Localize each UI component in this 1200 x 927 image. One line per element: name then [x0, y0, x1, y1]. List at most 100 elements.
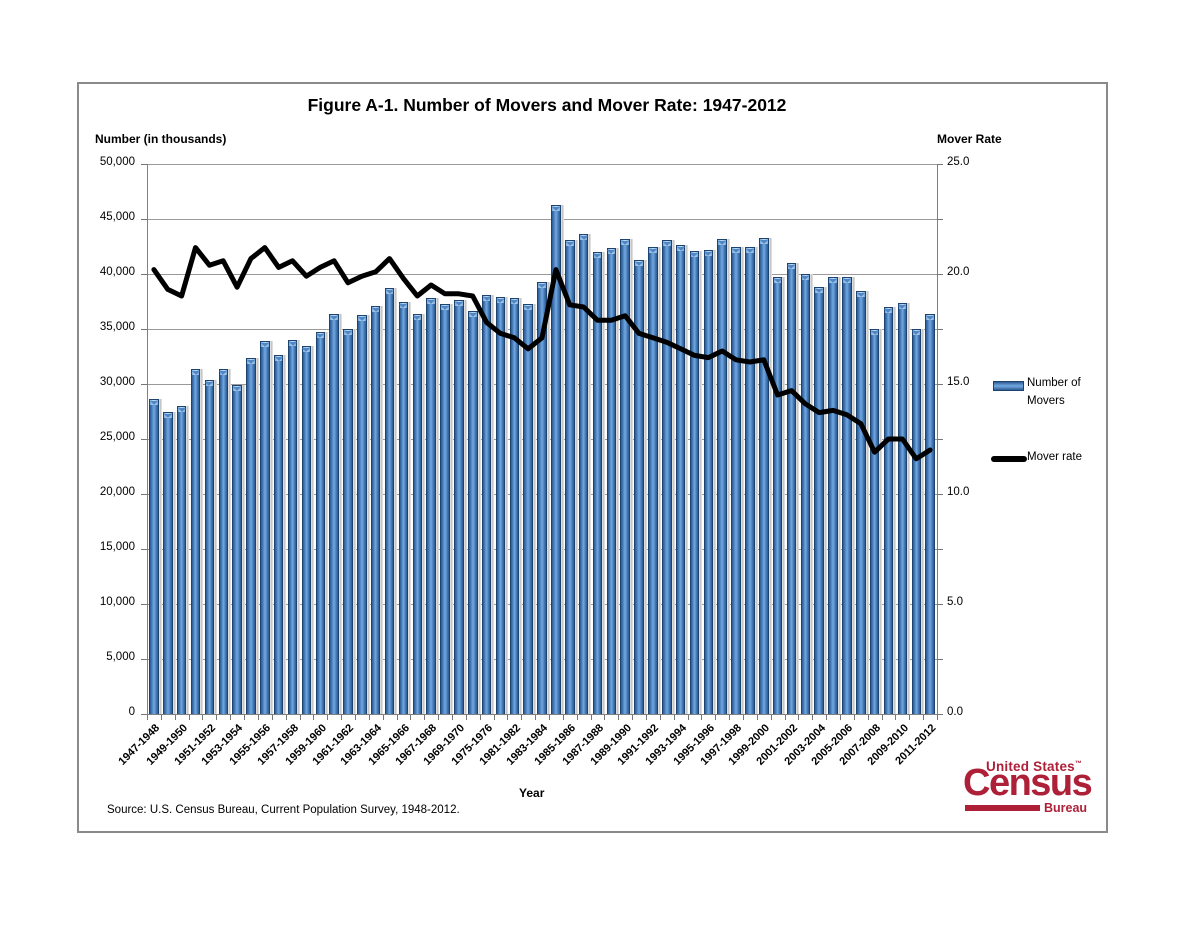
logo-underline — [965, 805, 1040, 811]
bar-top-bevel — [662, 240, 671, 246]
bar-top-bevel — [538, 282, 546, 288]
x-axis-tick — [687, 715, 689, 720]
x-axis-tick — [784, 715, 786, 720]
bar-1965-1966 — [398, 301, 412, 714]
y-axis-tick — [141, 659, 147, 660]
y-axis-tick — [141, 549, 147, 550]
bar-top-bevel — [593, 253, 602, 258]
bar-gap-shade — [255, 357, 259, 714]
bar-top-bevel — [926, 314, 934, 320]
x-axis-tick — [382, 715, 384, 720]
x-axis-tick — [202, 715, 204, 720]
y-axis-tick-label: 10,000 — [99, 596, 135, 608]
bar-top-bevel — [676, 246, 685, 252]
trademark-icon: ™ — [1074, 760, 1083, 768]
y-axis-tick-label: 20,000 — [99, 486, 135, 498]
bar-1981-1982 — [509, 298, 522, 714]
bar-2008-2009 — [883, 307, 897, 714]
x-axis-tick — [673, 715, 675, 720]
bar-1975-1976 — [481, 294, 495, 714]
bar-gap-shade — [671, 239, 675, 714]
bar-top-bevel — [635, 260, 643, 266]
bar-gap-shade — [505, 297, 509, 714]
x-axis-tick — [368, 715, 370, 720]
y-axis-tick-label: 35,000 — [99, 321, 135, 333]
x-axis-tick — [535, 715, 537, 720]
bar-top-bevel — [288, 341, 297, 346]
mover-rate-line — [151, 245, 933, 462]
x-axis-tick — [396, 715, 398, 720]
right-axis-tick — [937, 329, 943, 330]
bar-gap-shade — [214, 379, 218, 714]
bar-1969-1970 — [454, 300, 467, 714]
bar-top-bevel — [454, 301, 463, 307]
bar-top-bevel — [482, 295, 491, 301]
y-axis-tick-label: 45,000 — [99, 211, 135, 223]
bar-top-bevel — [551, 205, 560, 211]
right-axis-tick — [937, 494, 943, 495]
y-axis-tick-label: 5,000 — [106, 651, 135, 663]
x-axis-tick — [521, 715, 523, 720]
bar-top-bevel — [842, 278, 851, 284]
x-axis-tick — [853, 715, 855, 720]
y-axis-tick — [141, 439, 147, 440]
bar-1949-1950 — [176, 406, 190, 714]
bar-top-bevel — [413, 314, 421, 320]
bar-top-bevel — [732, 247, 740, 253]
y-axis-tick-label: 30,000 — [99, 376, 135, 388]
right-axis-tick-label: 15.0 — [947, 376, 970, 388]
x-axis-tick — [174, 715, 176, 720]
bar-1950-1951 — [190, 368, 204, 714]
y-axis-tick — [141, 164, 147, 165]
bar-gap-shade — [810, 274, 814, 714]
x-axis-tick — [160, 715, 162, 720]
x-axis-tick — [257, 715, 259, 720]
legend-bars-label-2: Movers — [1027, 395, 1065, 407]
bar-gap-shade — [172, 411, 176, 714]
bar-gap-shade — [338, 313, 342, 714]
legend-bar-swatch-icon — [993, 381, 1024, 391]
bar-gap-shade — [837, 277, 841, 714]
bar-1964-1965 — [384, 288, 398, 714]
x-axis-tick — [507, 715, 509, 720]
y-axis-tick-label: 15,000 — [99, 541, 135, 553]
x-axis-tick — [618, 715, 620, 720]
bar-gap-shade — [588, 234, 592, 714]
bar-gap-shade — [491, 294, 495, 714]
bar-2009-2010 — [897, 302, 911, 714]
bar-gap-shade — [726, 238, 730, 714]
bar-top-bevel — [898, 303, 907, 309]
bar-top-bevel — [829, 278, 837, 284]
bar-2002-2003 — [800, 274, 814, 714]
right-axis-tick — [937, 219, 943, 220]
bar-gap-shade — [907, 302, 911, 714]
bar-1966-1967 — [412, 313, 425, 714]
right-axis-tick — [937, 549, 943, 550]
x-axis-tick — [826, 715, 828, 720]
right-axis-tick-label: 0.0 — [947, 706, 963, 718]
x-axis-tick — [715, 715, 717, 720]
x-axis-tick — [812, 715, 814, 720]
bar-2011-2012 — [925, 313, 935, 714]
bar-top-bevel — [343, 330, 352, 335]
x-axis-tick — [451, 715, 453, 720]
bar-1968-1969 — [440, 303, 453, 714]
bar-gap-shade — [477, 311, 481, 714]
y-axis-tick — [141, 604, 147, 605]
x-axis-tick — [729, 715, 731, 720]
x-axis-tick — [327, 715, 329, 720]
bar-gap-shade — [921, 329, 924, 714]
bar-1991-1992 — [648, 246, 661, 714]
x-axis-tick — [798, 715, 800, 720]
bar-gap-shade — [685, 245, 689, 714]
bar-top-bevel — [468, 312, 477, 318]
right-axis-tick-label: 10.0 — [947, 486, 970, 498]
bar-1948-1949 — [163, 411, 176, 714]
x-axis-tick — [895, 715, 897, 720]
bar-1997-1998 — [731, 246, 744, 714]
bar-top-bevel — [510, 299, 518, 305]
bar-gap-shade — [560, 204, 564, 714]
bar-top-bevel — [912, 330, 920, 335]
legend-line-swatch-icon — [991, 456, 1027, 462]
x-axis-tick — [410, 715, 412, 720]
